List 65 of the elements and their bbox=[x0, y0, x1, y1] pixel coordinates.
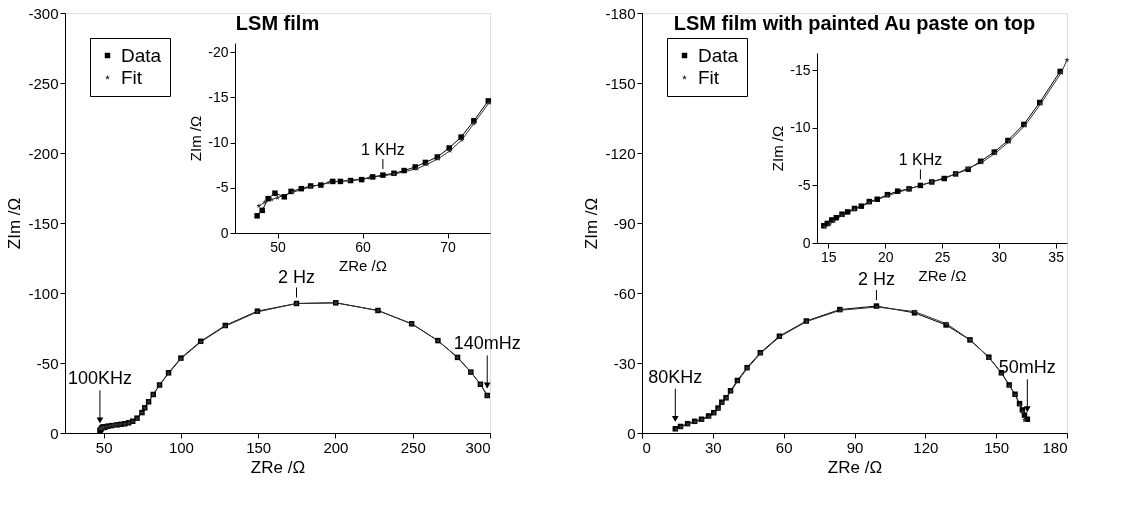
y-tick-label: -250 bbox=[28, 74, 59, 92]
y-tick-label: -150 bbox=[605, 74, 636, 92]
x-tick-label: 120 bbox=[913, 438, 939, 456]
x-tick-label: 30 bbox=[704, 438, 722, 456]
x-tick-label: 15 bbox=[821, 248, 837, 265]
chart-title: LSM film with painted Au paste on top bbox=[673, 12, 1036, 34]
x-tick-label: 90 bbox=[846, 438, 864, 456]
y-tick-label: -120 bbox=[605, 144, 636, 162]
x-tick-label: 70 bbox=[440, 238, 456, 255]
x-tick-label: 150 bbox=[984, 438, 1010, 456]
x-tick-label: 150 bbox=[246, 438, 272, 456]
x-axis-title: ZRe /Ω bbox=[250, 457, 306, 477]
annotation: 140mHz bbox=[453, 333, 521, 354]
x-tick-label: 50 bbox=[270, 238, 286, 255]
annotation: 2 Hz bbox=[857, 269, 895, 290]
y-tick-label: -180 bbox=[605, 4, 636, 22]
x-tick-label: 30 bbox=[991, 248, 1008, 265]
x-tick-label: 0 bbox=[642, 438, 651, 456]
y-tick-label: 0 bbox=[627, 424, 636, 442]
y-tick-label: -100 bbox=[28, 284, 59, 302]
annotation: 50mHz bbox=[998, 357, 1056, 378]
x-axis-title: ZRe /Ω bbox=[918, 266, 967, 284]
x-tick-label: 60 bbox=[775, 438, 793, 456]
y-tick-label: -60 bbox=[613, 284, 636, 302]
y-axis-title: ZIm /Ω bbox=[582, 197, 602, 250]
y-tick-label: -5 bbox=[798, 176, 811, 193]
x-tick-label: 60 bbox=[355, 238, 371, 255]
chart-title: LSM film bbox=[235, 12, 320, 34]
y-axis-title: ZIm /Ω bbox=[187, 115, 205, 162]
x-tick-label: 100 bbox=[168, 438, 194, 456]
legend-label: Fit bbox=[698, 66, 720, 88]
annotation: 100KHz bbox=[67, 368, 132, 389]
y-tick-label: -15 bbox=[790, 61, 811, 78]
y-tick-label: -90 bbox=[613, 214, 636, 232]
annotation: 2 Hz bbox=[278, 266, 316, 287]
y-tick-label: -20 bbox=[208, 43, 229, 60]
y-tick-label: -15 bbox=[208, 88, 229, 105]
y-tick-label: -5 bbox=[216, 179, 229, 196]
x-tick-label: 200 bbox=[323, 438, 349, 456]
y-tick-label: -50 bbox=[36, 354, 59, 372]
y-tick-label: -300 bbox=[28, 4, 59, 22]
y-tick-label: 0 bbox=[50, 424, 59, 442]
y-tick-label: -30 bbox=[613, 354, 636, 372]
x-tick-label: 20 bbox=[877, 248, 894, 265]
y-axis-title: ZIm /Ω bbox=[5, 197, 25, 250]
annotation: 1 KHz bbox=[898, 151, 943, 169]
annotation: 80KHz bbox=[648, 366, 703, 387]
legend-label: Data bbox=[121, 44, 162, 66]
x-tick-label: 300 bbox=[465, 438, 491, 456]
y-tick-label: -10 bbox=[208, 134, 229, 151]
x-axis-title: ZRe /Ω bbox=[827, 457, 883, 477]
x-axis-title: ZRe /Ω bbox=[339, 256, 387, 274]
y-axis-title: ZIm /Ω bbox=[769, 125, 787, 172]
x-tick-label: 180 bbox=[1042, 438, 1068, 456]
legend-label: Data bbox=[698, 44, 739, 66]
y-tick-label: 0 bbox=[220, 224, 229, 241]
x-tick-label: 50 bbox=[95, 438, 113, 456]
x-tick-label: 35 bbox=[1048, 248, 1065, 265]
y-tick-label: -200 bbox=[28, 144, 59, 162]
x-tick-label: 25 bbox=[934, 248, 951, 265]
x-tick-label: 250 bbox=[400, 438, 426, 456]
annotation: 1 KHz bbox=[361, 141, 405, 159]
y-tick-label: -10 bbox=[790, 119, 811, 136]
legend-label: Fit bbox=[121, 66, 143, 88]
y-tick-label: -150 bbox=[28, 214, 59, 232]
